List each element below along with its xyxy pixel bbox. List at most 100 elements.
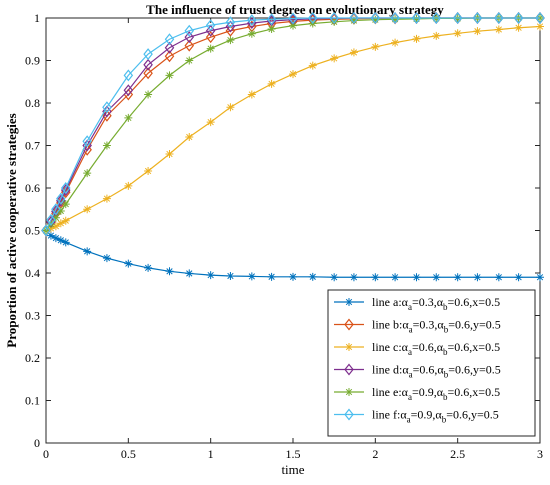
data-point bbox=[144, 90, 153, 99]
legend-item: line a:αa=0.3,αb=0.6,x=0.5 bbox=[334, 295, 500, 312]
x-tick-label: 2 bbox=[372, 447, 378, 461]
data-point bbox=[330, 54, 339, 63]
data-point bbox=[83, 247, 92, 256]
data-point bbox=[83, 169, 92, 178]
series-f bbox=[41, 12, 545, 237]
data-point bbox=[124, 113, 133, 122]
data-point bbox=[307, 12, 318, 24]
y-tick-label: 0 bbox=[34, 436, 40, 450]
data-point bbox=[102, 194, 111, 203]
data-point bbox=[185, 56, 194, 65]
legend-item: line d:αa=0.6,αb=0.6,y=0.5 bbox=[334, 363, 501, 380]
series-c bbox=[42, 22, 544, 235]
data-point bbox=[60, 182, 71, 194]
legend-swatch-marker bbox=[344, 318, 354, 331]
data-point bbox=[46, 224, 55, 233]
data-point bbox=[308, 272, 317, 281]
data-point bbox=[205, 19, 216, 32]
x-tick-label: 1 bbox=[208, 447, 214, 461]
data-point bbox=[102, 254, 111, 263]
data-point bbox=[165, 71, 174, 80]
data-point bbox=[56, 219, 65, 228]
y-tick-label: 0.1 bbox=[25, 394, 40, 408]
legend-item: line e:αa=0.9,αb=0.6,x=0.5 bbox=[334, 385, 500, 402]
axes: 0 0.5 1 1.5 2 2.5 3 0 0.1 0.2 0.3 0.4 0.5 0.6 0.7 0.8 0.… bbox=[25, 11, 543, 461]
data-point bbox=[473, 27, 482, 36]
data-point bbox=[124, 259, 133, 268]
data-point bbox=[46, 213, 56, 226]
legend-box bbox=[327, 289, 536, 437]
y-tick-label: 0.4 bbox=[25, 266, 40, 280]
series-line bbox=[45, 17, 540, 231]
legend-label: line f:αa=0.9,αb=0.6,y=0.5 bbox=[372, 408, 499, 425]
x-axis-label: time bbox=[281, 462, 304, 477]
legend-item: line b:αa=0.3,αb=0.6,y=0.5 bbox=[334, 318, 501, 335]
data-point bbox=[370, 12, 381, 24]
data-point bbox=[206, 118, 215, 127]
data-point bbox=[205, 31, 216, 44]
y-tick-label: 0.5 bbox=[25, 224, 40, 238]
data-point bbox=[247, 14, 257, 27]
data-point bbox=[411, 12, 422, 24]
data-point bbox=[61, 200, 70, 209]
data-point bbox=[452, 12, 463, 24]
x-tick-label: 3 bbox=[537, 447, 543, 461]
data-point bbox=[412, 14, 421, 23]
x-tick-label: 2.5 bbox=[450, 447, 465, 461]
data-point bbox=[289, 272, 297, 281]
data-point bbox=[56, 206, 65, 215]
legend-label: line e:αa=0.9,αb=0.6,x=0.5 bbox=[372, 385, 500, 402]
data-point bbox=[247, 29, 256, 38]
data-point bbox=[453, 273, 462, 282]
data-point bbox=[267, 79, 276, 88]
data-point bbox=[371, 42, 380, 51]
data-point bbox=[144, 263, 153, 272]
y-axis-label: Proportion of active cooperative strateg… bbox=[4, 113, 19, 347]
series-line bbox=[45, 25, 541, 232]
data-point bbox=[41, 224, 51, 237]
data-point bbox=[184, 39, 195, 52]
data-point bbox=[349, 12, 359, 24]
data-point bbox=[124, 181, 133, 190]
data-point bbox=[330, 17, 339, 26]
data-point bbox=[83, 205, 92, 214]
legend-item: line f:αa=0.9,αb=0.6,y=0.5 bbox=[334, 408, 499, 425]
data-point bbox=[431, 12, 442, 24]
data-point bbox=[143, 48, 153, 61]
legend-swatch-marker bbox=[344, 363, 354, 376]
data-point bbox=[391, 38, 400, 47]
data-point bbox=[61, 238, 70, 247]
data-point bbox=[123, 84, 134, 97]
legend-swatch-marker bbox=[345, 298, 353, 306]
data-point bbox=[514, 273, 523, 282]
data-point bbox=[185, 133, 194, 141]
y-tick-label: 0.3 bbox=[25, 309, 40, 323]
data-point bbox=[51, 234, 60, 243]
data-point bbox=[102, 101, 112, 114]
data-point bbox=[46, 231, 55, 240]
data-point bbox=[56, 236, 65, 245]
series-a bbox=[42, 226, 544, 282]
y-tick-label: 0.6 bbox=[25, 181, 40, 195]
data-point bbox=[51, 222, 60, 231]
x-tick-label: 1.5 bbox=[286, 447, 301, 461]
series-d bbox=[41, 12, 545, 237]
legend: line a:αa=0.3,αb=0.6,x=0.5 line b:αa=0.3,… bbox=[327, 289, 536, 437]
data-point bbox=[308, 61, 317, 70]
data-point bbox=[61, 216, 70, 225]
data-point bbox=[226, 36, 235, 45]
data-point bbox=[514, 23, 523, 32]
data-point bbox=[165, 150, 174, 158]
data-point bbox=[494, 273, 503, 282]
legend-label: line d:αa=0.6,αb=0.6,y=0.5 bbox=[372, 363, 501, 380]
data-point bbox=[184, 24, 195, 37]
data-point bbox=[143, 58, 153, 71]
data-point bbox=[56, 194, 66, 207]
data-point bbox=[349, 273, 358, 282]
y-tick-label: 0.9 bbox=[25, 54, 40, 68]
data-point bbox=[289, 70, 297, 79]
data-point bbox=[144, 167, 153, 175]
data-point bbox=[56, 192, 66, 205]
data-point bbox=[267, 272, 276, 281]
